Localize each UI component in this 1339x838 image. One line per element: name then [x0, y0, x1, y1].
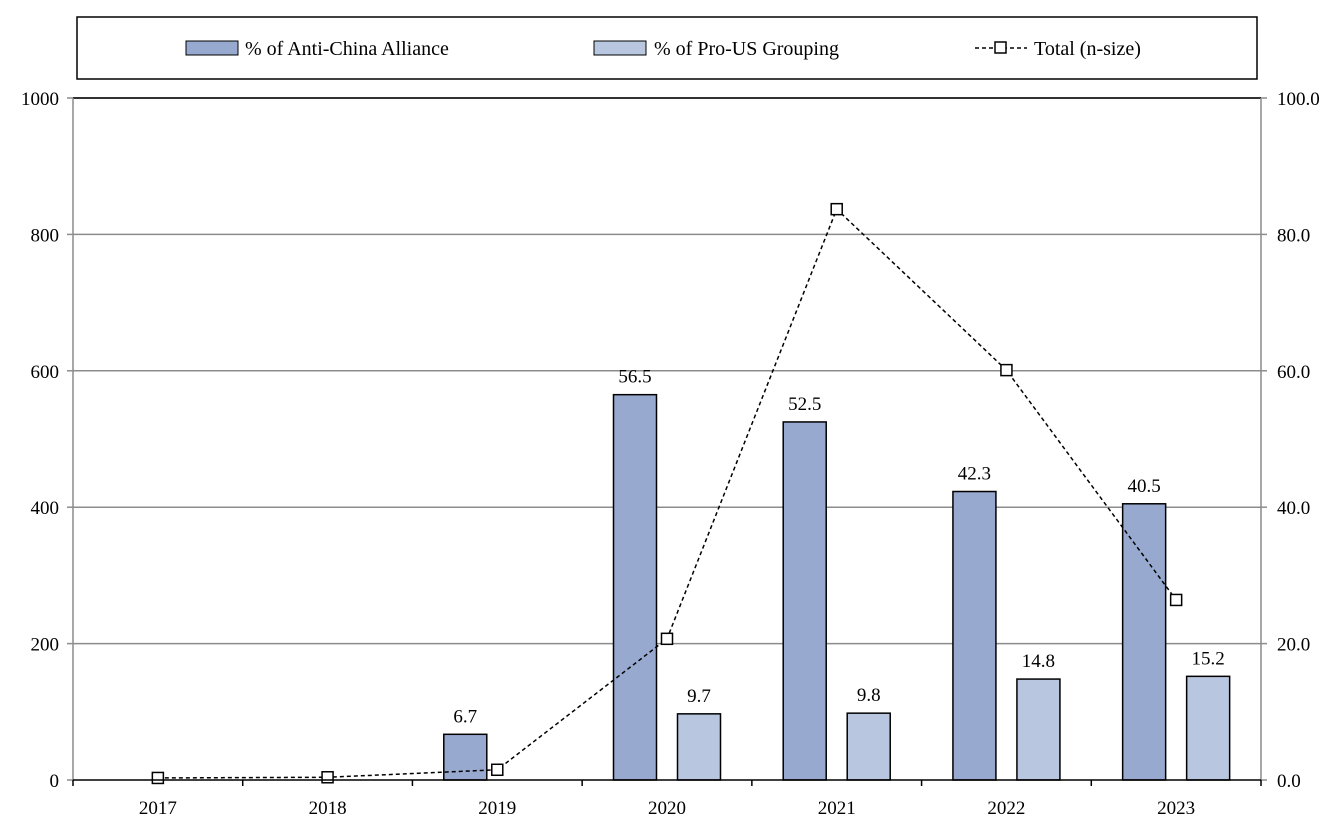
y-left-tick-label: 400	[31, 498, 60, 519]
total-line	[151, 202, 1183, 785]
gridlines	[73, 97, 1261, 645]
y-right-tick-label: 100.0	[1277, 89, 1320, 110]
x-tick-label: 2019	[478, 798, 516, 819]
data-label-pro-us: 9.8	[857, 685, 881, 706]
bar-pro-us	[846, 712, 891, 781]
bar-pro-us	[676, 713, 722, 781]
total-marker	[491, 763, 504, 777]
x-tick-label: 2018	[309, 798, 347, 819]
x-tick-label: 2022	[987, 798, 1025, 819]
axes: 0 200 400 600 800 1000 0.0 20.0 40.0 60.0 80.0 100.…	[21, 89, 1320, 819]
legend-marker-total	[994, 41, 1007, 54]
legend: % of Anti-China Alliance % of Pro-US Gro…	[76, 16, 1258, 80]
bar-anti-china	[782, 421, 827, 781]
data-labels: 6.7 56.5 52.5 42.3 40.5 9.7 9.8 14.8 15.2	[453, 367, 1224, 728]
legend-label-anti-china: % of Anti-China Alliance	[245, 38, 449, 60]
y-right-tick-label: 40.0	[1277, 498, 1310, 519]
bar-pro-us	[1185, 675, 1231, 781]
total-marker	[660, 632, 674, 646]
total-marker	[1000, 363, 1013, 377]
bar-pro-us	[1016, 678, 1061, 781]
y-left-tick-label: 600	[31, 362, 60, 383]
data-label-anti-china: 42.3	[958, 464, 991, 485]
legend-label-pro-us: % of Pro-US Grouping	[654, 38, 839, 60]
data-label-anti-china: 52.5	[788, 394, 821, 415]
y-right-tick-label: 0.0	[1277, 771, 1301, 792]
data-label-anti-china: 56.5	[618, 367, 651, 388]
y-left-tick-label: 0	[50, 771, 60, 792]
bar-anti-china	[443, 733, 488, 781]
bar-anti-china	[612, 393, 658, 781]
data-label-anti-china: 40.5	[1128, 476, 1161, 497]
x-tick-label: 2021	[818, 798, 856, 819]
y-right-tick-label: 80.0	[1277, 225, 1310, 246]
x-tick-label: 2023	[1157, 798, 1195, 819]
total-marker	[151, 771, 165, 785]
bars	[443, 393, 1231, 781]
legend-label-total: Total (n-size)	[1034, 38, 1141, 60]
y-right-tick-label: 20.0	[1277, 635, 1310, 656]
data-label-pro-us: 9.7	[687, 686, 711, 707]
bar-anti-china	[1121, 503, 1167, 781]
legend-swatch-pro-us	[593, 40, 647, 56]
total-marker	[830, 202, 843, 216]
data-label-pro-us: 14.8	[1022, 651, 1055, 672]
total-marker	[1169, 593, 1183, 607]
data-label-pro-us: 15.2	[1192, 648, 1225, 669]
x-tick-label: 2017	[139, 798, 177, 819]
y-left-tick-label: 200	[31, 635, 60, 656]
data-label-anti-china: 6.7	[453, 706, 477, 727]
bar-anti-china	[952, 490, 997, 781]
legend-frame	[76, 16, 1258, 80]
y-left-tick-label: 1000	[21, 89, 59, 110]
legend-swatch-anti-china	[185, 40, 239, 56]
y-left-tick-label: 800	[31, 225, 60, 246]
total-marker	[321, 771, 334, 784]
y-right-tick-label: 60.0	[1277, 362, 1310, 383]
x-tick-label: 2020	[648, 798, 686, 819]
